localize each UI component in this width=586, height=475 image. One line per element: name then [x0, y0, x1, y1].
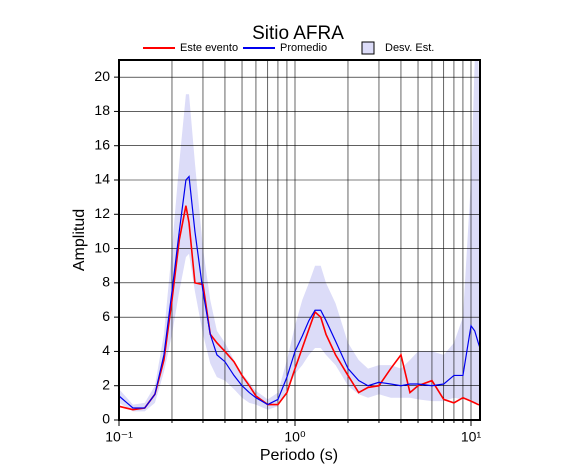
y-tick-label: 8	[102, 274, 110, 290]
y-tick-label: 16	[94, 136, 110, 152]
series-line	[118, 175, 481, 409]
y-tick-label: 6	[102, 308, 110, 324]
x-tick-label: 10⁰	[284, 429, 306, 445]
legend-label: Desv. Est.	[385, 42, 434, 54]
plot-frame	[118, 59, 481, 421]
chart-title: Sitio AFRA	[252, 23, 344, 44]
legend-label: Este evento	[180, 42, 238, 54]
y-tick-label: 0	[102, 411, 110, 427]
legend-label: Promedio	[280, 42, 327, 54]
y-tick-label: 12	[94, 205, 110, 221]
x-tick-label: 10⁻¹	[105, 429, 133, 445]
y-tick-label: 2	[102, 376, 110, 392]
x-axis-label: Periodo (s)	[260, 447, 338, 464]
y-tick-label: 14	[94, 171, 110, 187]
y-tick-label: 10	[94, 239, 110, 255]
y-tick-label: 4	[102, 342, 110, 358]
y-axis-label: Amplitud	[71, 209, 88, 271]
series-line	[118, 205, 480, 411]
x-tick-label: 10¹	[461, 429, 482, 445]
y-tick-label: 18	[94, 102, 110, 118]
legend-swatch	[361, 41, 375, 55]
y-tick-label: 20	[94, 68, 110, 84]
std-band	[119, 60, 480, 412]
